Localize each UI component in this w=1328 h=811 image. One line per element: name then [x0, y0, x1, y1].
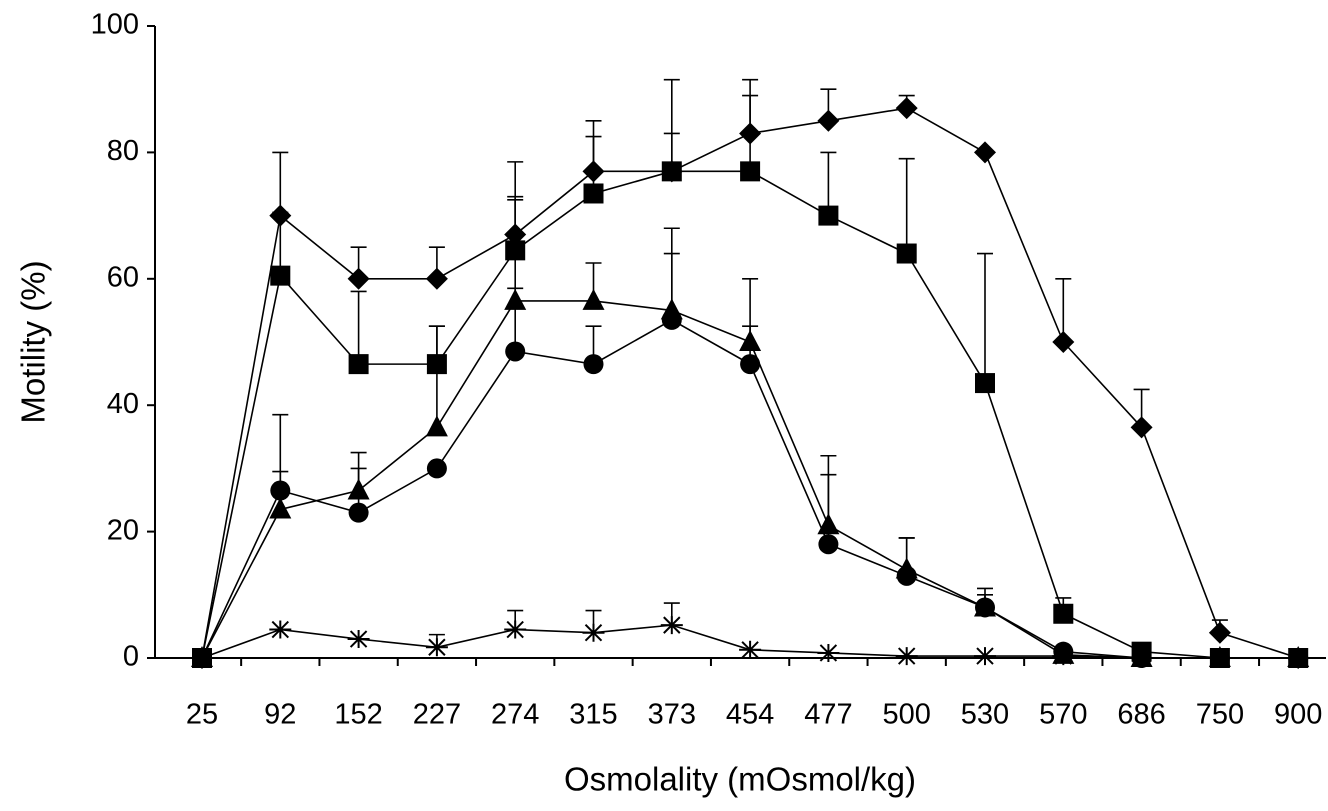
marker-circle — [426, 458, 447, 479]
x-tick-label: 152 — [334, 699, 382, 731]
error-bar — [663, 78, 680, 172]
x-tick-label: 900 — [1274, 699, 1322, 731]
marker-star — [974, 647, 996, 666]
y-tick-label: 100 — [91, 9, 139, 41]
marker-star — [1130, 649, 1153, 667]
series-line — [201, 107, 1299, 659]
marker-triangle — [269, 497, 292, 519]
y-tick-label: 60 — [107, 261, 139, 293]
x-tick-label: 750 — [1196, 699, 1244, 731]
error-bar — [977, 252, 993, 384]
marker-star — [191, 649, 213, 667]
y-tick-label: 80 — [107, 135, 139, 167]
marker-square — [583, 183, 604, 204]
marker-square — [348, 354, 369, 375]
y-axis-title: Motility (%) — [15, 260, 52, 423]
x-tick-label: 373 — [648, 699, 696, 731]
marker-star — [504, 620, 527, 639]
marker-diamond — [817, 109, 840, 132]
error-bar — [272, 413, 289, 491]
marker-square — [740, 161, 761, 182]
marker-triangle — [425, 415, 448, 437]
marker-star — [660, 616, 683, 635]
marker-star — [1208, 649, 1231, 667]
marker-circle — [505, 341, 526, 362]
marker-circle — [896, 565, 917, 586]
marker-circle — [661, 309, 682, 330]
error-bar — [898, 157, 915, 254]
error-bar — [820, 151, 837, 216]
x-tick-label: 477 — [804, 699, 852, 731]
x-tick-label: 92 — [264, 699, 296, 731]
error-bar — [350, 290, 367, 365]
marker-circle — [975, 597, 995, 618]
x-axis-title: Osmolality (mOsmol/kg) — [564, 761, 916, 798]
y-tick-label: 20 — [107, 514, 139, 546]
x-tick-label: 25 — [186, 699, 218, 731]
marker-triangle — [739, 330, 762, 351]
marker-diamond — [739, 122, 762, 145]
x-tick-label: 530 — [961, 699, 1009, 731]
marker-star — [269, 620, 292, 639]
marker-circle — [740, 354, 761, 375]
marker-square — [661, 161, 682, 182]
marker-triangle — [817, 513, 840, 535]
x-tick-label: 454 — [726, 699, 774, 731]
marker-circle — [818, 534, 839, 555]
marker-square — [818, 205, 839, 226]
marker-diamond — [974, 141, 996, 164]
marker-triangle — [582, 288, 605, 310]
marker-square — [896, 243, 917, 264]
marker-star — [582, 623, 605, 642]
marker-square — [1053, 603, 1074, 624]
marker-circle — [348, 502, 369, 523]
marker-star — [347, 630, 370, 649]
x-tick-label: 500 — [883, 699, 931, 731]
marker-diamond — [504, 223, 527, 246]
marker-square — [975, 373, 995, 394]
error-bar — [428, 325, 445, 428]
marker-diamond — [1130, 416, 1153, 439]
marker-star — [425, 638, 448, 657]
marker-star — [1287, 649, 1310, 667]
marker-diamond — [895, 97, 918, 120]
marker-triangle — [504, 288, 527, 310]
marker-circle — [270, 480, 291, 501]
marker-diamond — [347, 267, 370, 290]
marker-star — [895, 647, 918, 666]
marker-diamond — [582, 160, 605, 183]
marker-diamond — [1052, 331, 1075, 353]
marker-diamond — [269, 204, 292, 227]
marker-triangle — [347, 478, 370, 500]
x-tick-label: 686 — [1117, 699, 1165, 731]
marker-star — [739, 640, 762, 659]
x-tick-label: 315 — [569, 699, 617, 731]
marker-square — [505, 240, 526, 261]
marker-star — [1052, 647, 1075, 666]
y-tick-label: 40 — [107, 388, 139, 420]
marker-diamond — [1208, 621, 1231, 644]
marker-square — [426, 354, 447, 375]
marker-circle — [583, 354, 604, 375]
marker-star — [817, 643, 840, 662]
marker-diamond — [425, 267, 448, 290]
x-tick-label: 570 — [1039, 699, 1087, 731]
series-line — [201, 170, 1299, 659]
y-tick-label: 0 — [123, 641, 139, 673]
x-tick-label: 274 — [491, 699, 539, 731]
x-tick-label: 227 — [413, 699, 461, 731]
marker-square — [270, 265, 291, 286]
